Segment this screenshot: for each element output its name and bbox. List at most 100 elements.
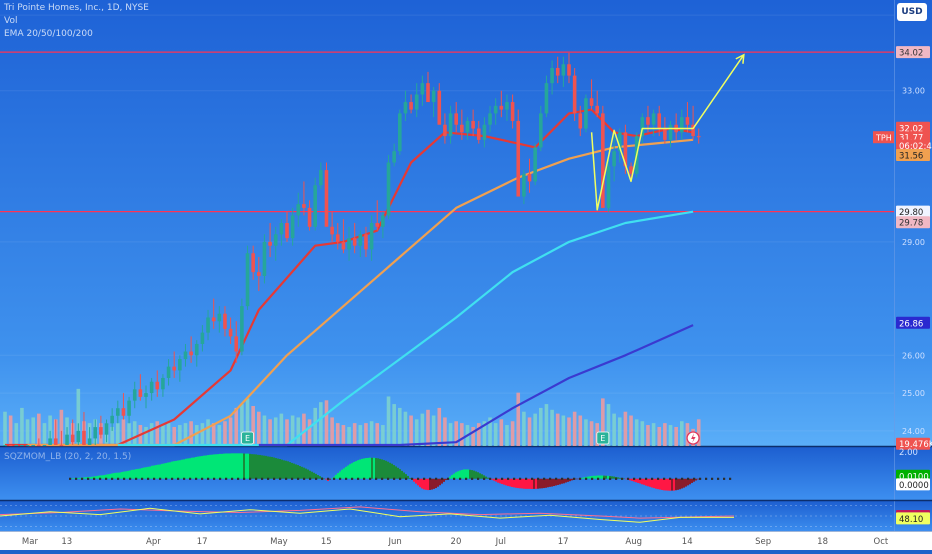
volume-bar (386, 396, 391, 446)
momentum-bar (129, 470, 131, 479)
momentum-bar (343, 468, 345, 479)
momentum-bar (675, 478, 677, 491)
candle (127, 400, 131, 416)
symbol-title[interactable]: Tri Pointe Homes, Inc., 1D, NYSE (4, 3, 149, 13)
squeeze-dot (285, 477, 288, 480)
volume-bar (251, 406, 255, 446)
momentum-bar (151, 465, 153, 479)
momentum-bar (641, 478, 643, 485)
momentum-bar (355, 461, 357, 479)
currency-button[interactable]: USD (897, 3, 927, 21)
momentum-bar (237, 453, 239, 479)
squeeze-dot (621, 477, 624, 480)
candle (578, 113, 583, 129)
momentum-bar (561, 478, 563, 484)
volume-bar (578, 415, 583, 446)
volume-bar (499, 419, 504, 446)
momentum-bar (243, 453, 245, 479)
candle (617, 132, 622, 152)
time-tick-label: Aug (625, 537, 642, 547)
squeeze-dot (525, 477, 528, 480)
oscillator-label: 48.10 (899, 515, 923, 525)
momentum-bar (193, 457, 195, 479)
volume-bar (629, 415, 633, 446)
momentum-bar (537, 478, 539, 489)
candle (680, 117, 684, 133)
volume-bar (8, 415, 13, 446)
squeeze-dot (297, 477, 300, 480)
momentum-bar (443, 478, 445, 482)
candle (194, 343, 199, 356)
momentum-bar (533, 478, 535, 489)
momentum-bar (131, 469, 133, 479)
volume-bar (110, 426, 114, 446)
momentum-bar (223, 453, 225, 479)
candle (296, 204, 301, 216)
volume-legend[interactable]: Vol (4, 16, 18, 26)
momentum-bar (563, 478, 565, 484)
price-label: 32.02 (899, 124, 923, 134)
candle (324, 170, 329, 227)
squeeze-dot (699, 477, 702, 480)
squeeze-dot (651, 477, 654, 480)
candle (696, 136, 701, 138)
squeeze-dot (579, 477, 582, 480)
squeeze-dot (417, 477, 420, 480)
squeeze-dot (627, 477, 630, 480)
squeeze-dot (171, 477, 174, 480)
candle (460, 124, 464, 133)
momentum-bar (601, 475, 603, 479)
momentum-bar (145, 467, 147, 479)
volume-bar (217, 425, 222, 446)
candle (20, 445, 24, 446)
volume-bar (132, 421, 137, 446)
momentum-bar (257, 454, 259, 479)
ema-legend[interactable]: EMA 20/50/100/200 (4, 29, 93, 39)
candle (443, 124, 447, 137)
momentum-bar (495, 478, 497, 482)
volume-bar (443, 417, 447, 446)
momentum-bar (503, 478, 505, 485)
time-tick-label: 15 (321, 537, 332, 547)
momentum-bar (519, 478, 521, 489)
volume-bar (471, 426, 475, 446)
squeeze-dot (681, 477, 684, 480)
price-label: 06:02:49 (899, 142, 932, 152)
momentum-bar (271, 456, 273, 479)
squeeze-dot (177, 477, 180, 480)
momentum-bar (251, 454, 253, 479)
momentum-bar (393, 465, 395, 479)
squeeze-dot (267, 477, 270, 480)
momentum-bar (451, 474, 453, 479)
momentum-bar (529, 478, 531, 489)
momentum-bar (147, 466, 149, 479)
volume-bar (194, 425, 199, 446)
momentum-bar (265, 455, 267, 479)
momentum-bar (649, 478, 651, 487)
volume-bar (290, 415, 295, 446)
momentum-bar (153, 465, 155, 479)
momentum-bar (103, 475, 105, 479)
momentum-bar (681, 478, 683, 489)
squeeze-dot (327, 477, 330, 480)
volume-bar (623, 411, 628, 446)
candle (245, 253, 250, 307)
momentum-bar (317, 475, 319, 479)
time-tick-label: 14 (682, 537, 693, 547)
volume-bar (522, 411, 526, 446)
volume-bar (454, 421, 458, 446)
squeeze-dot (423, 477, 426, 480)
candle (313, 185, 317, 227)
squeeze-legend[interactable]: SQZMOM_LB (20, 2, 20, 1.5) (4, 452, 132, 462)
candle (381, 215, 385, 227)
squeeze-dot (675, 477, 678, 480)
squeeze-label-bg (896, 478, 930, 491)
momentum-bar (379, 458, 381, 479)
momentum-bar (187, 458, 189, 479)
momentum-bar (279, 459, 281, 479)
candle (138, 389, 143, 397)
volume-bar (228, 417, 233, 446)
momentum-bar (217, 454, 219, 479)
momentum-bar (671, 478, 673, 491)
